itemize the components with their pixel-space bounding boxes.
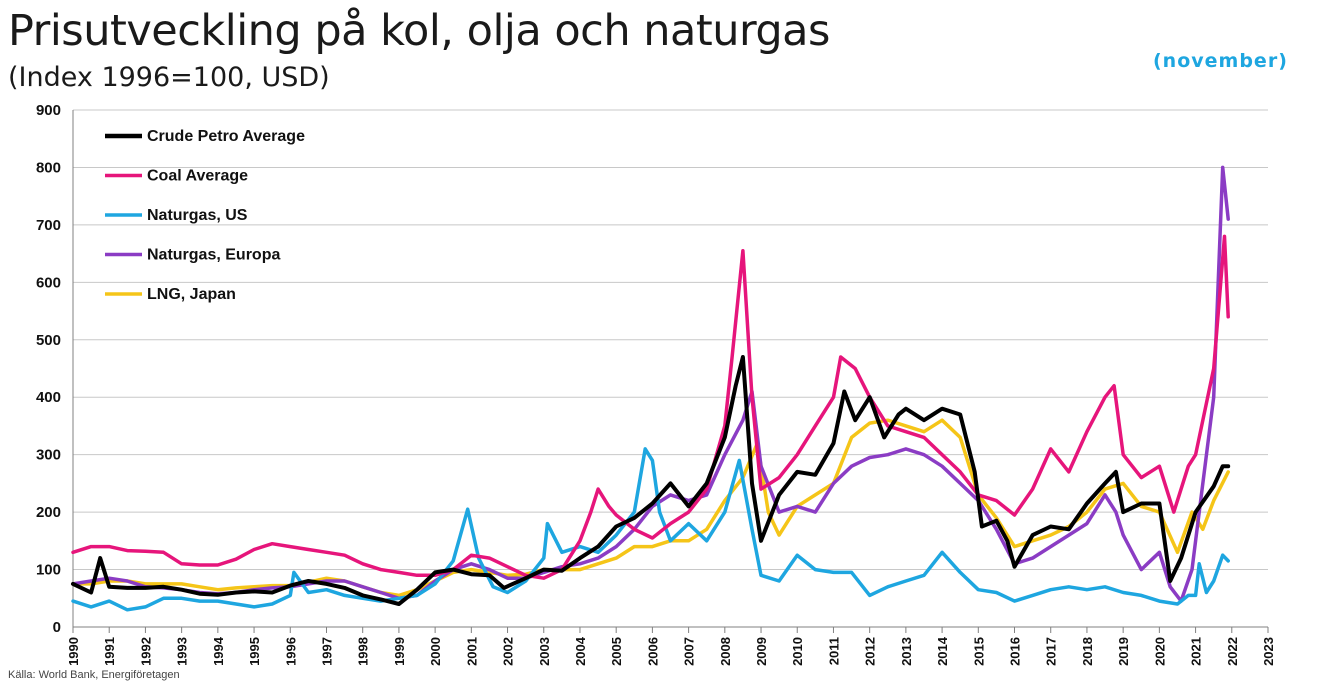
y-tick-label: 300 bbox=[36, 447, 61, 464]
x-tick-label: 2002 bbox=[501, 637, 516, 666]
x-tick-label: 2023 bbox=[1261, 637, 1276, 666]
x-tick-label: 1990 bbox=[66, 637, 81, 666]
x-tick-label: 2007 bbox=[682, 637, 697, 666]
x-tick-label: 2021 bbox=[1189, 637, 1204, 666]
x-tick-label: 2015 bbox=[971, 637, 986, 666]
x-tick-label: 2006 bbox=[645, 637, 660, 666]
x-tick-label: 2013 bbox=[899, 637, 914, 666]
x-tick-label: 1997 bbox=[319, 637, 334, 666]
y-tick-labels: 0 100 200 300 400 500 600 700 800 900 bbox=[36, 102, 61, 636]
x-tick-label: 2018 bbox=[1080, 637, 1095, 666]
source-note: Källa: World Bank, Energiföretagen bbox=[8, 669, 180, 681]
x-tick-label: 2022 bbox=[1225, 637, 1240, 666]
x-tick-label: 1994 bbox=[211, 636, 226, 666]
x-tick-label: 2017 bbox=[1044, 637, 1059, 666]
y-tick-label: 700 bbox=[36, 217, 61, 234]
y-tick-label: 600 bbox=[36, 274, 61, 291]
period-note: (november) bbox=[1153, 50, 1288, 72]
x-tick-label: 1993 bbox=[175, 637, 190, 666]
y-tick-label: 100 bbox=[36, 562, 61, 579]
x-tick-label: 2010 bbox=[790, 637, 805, 666]
x-tick-label: 2009 bbox=[754, 637, 769, 666]
legend-item: LNG, Japan bbox=[105, 286, 236, 303]
x-tick-label: 1995 bbox=[247, 637, 262, 666]
y-tick-label: 500 bbox=[36, 332, 61, 349]
x-tick-label: 2020 bbox=[1152, 637, 1167, 666]
y-tick-label: 400 bbox=[36, 389, 61, 406]
x-tick-label: 2000 bbox=[428, 637, 443, 666]
y-tick-label: 900 bbox=[36, 102, 61, 119]
legend: Crude Petro Average Coal Average Naturgas,… bbox=[105, 128, 305, 303]
legend-item: Naturgas, Europa bbox=[105, 247, 280, 264]
x-tick-label: 2001 bbox=[464, 637, 479, 666]
legend-item: Crude Petro Average bbox=[105, 128, 305, 145]
gridlines bbox=[73, 109, 1268, 571]
legend-label: LNG, Japan bbox=[147, 286, 236, 303]
x-tick-label: 2016 bbox=[1008, 637, 1023, 666]
series-line-naturgas-us bbox=[71, 447, 1230, 612]
series-line-coal-average bbox=[71, 234, 1230, 580]
x-tick-label: 2012 bbox=[863, 637, 878, 666]
x-tick-label: 2008 bbox=[718, 637, 733, 666]
legend-item: Coal Average bbox=[105, 168, 248, 185]
y-tick-label: 200 bbox=[36, 504, 61, 521]
x-tick-label: 2014 bbox=[935, 636, 950, 666]
chart-title: Prisutveckling på kol, olja och naturgas bbox=[8, 6, 830, 56]
series-line-crude-petro-average bbox=[71, 355, 1231, 606]
axes bbox=[72, 110, 1269, 633]
legend-label: Naturgas, US bbox=[147, 207, 248, 224]
x-tick-label: 2005 bbox=[609, 637, 624, 666]
x-tick-label: 2019 bbox=[1116, 637, 1131, 666]
legend-label: Coal Average bbox=[147, 168, 248, 185]
x-tick-labels: 1990 1991 1992 1993 1994 1995 1996 1997 1998 1999… bbox=[66, 636, 1276, 666]
y-tick-label: 800 bbox=[36, 159, 61, 176]
x-tick-label: 1999 bbox=[392, 637, 407, 666]
y-tick-label: 0 bbox=[53, 619, 61, 636]
x-tick-label: 2011 bbox=[826, 637, 841, 665]
chart-subtitle: (Index 1996=100, USD) bbox=[8, 62, 330, 93]
x-tick-label: 2004 bbox=[573, 636, 588, 666]
series-lines bbox=[71, 165, 1231, 612]
x-tick-label: 1991 bbox=[102, 637, 117, 666]
x-tick-label: 1992 bbox=[138, 637, 153, 666]
x-tick-label: 1998 bbox=[356, 637, 371, 666]
x-tick-label: 1996 bbox=[283, 637, 298, 666]
legend-item: Naturgas, US bbox=[105, 207, 248, 224]
x-tick-label: 2003 bbox=[537, 637, 552, 666]
legend-label: Crude Petro Average bbox=[147, 128, 305, 145]
legend-label: Naturgas, Europa bbox=[147, 247, 280, 264]
